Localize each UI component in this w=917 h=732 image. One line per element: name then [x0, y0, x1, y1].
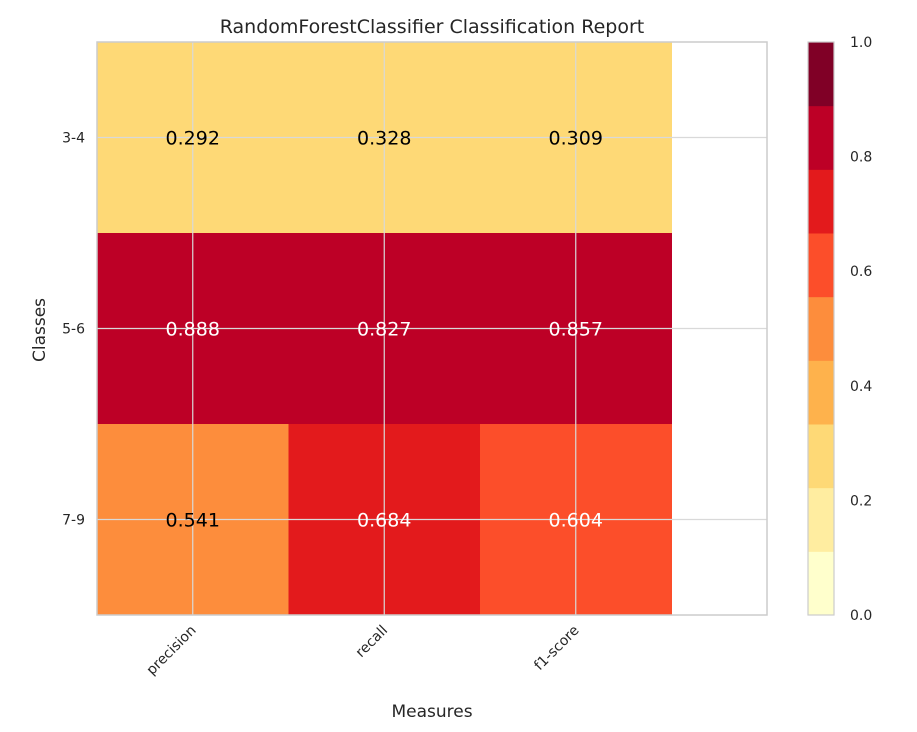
chart-title: RandomForestClassifier Classification Re…	[220, 16, 645, 38]
colorbar: 0.0 0.2 0.4 0.6 0.8 1.0	[807, 35, 872, 624]
cell-value-label: 0.541	[166, 510, 220, 532]
x-tick-label: precision	[144, 623, 200, 679]
colorbar-frame	[807, 41, 835, 616]
cell-value-label: 0.857	[549, 319, 603, 341]
colorbar-tick-label: 0.6	[850, 264, 872, 280]
colorbar-tick-label: 1.0	[850, 35, 872, 51]
colorbar-bin	[808, 424, 834, 489]
x-tick-labels: precision recall f1-score	[144, 623, 583, 679]
cell-value-label: 0.604	[549, 510, 603, 532]
cell-value-label: 0.328	[357, 128, 411, 150]
cell-value-labels: 0.292 0.328 0.309 0.888 0.827 0.857 0.541 0.684…	[166, 128, 603, 532]
grid-lines	[97, 42, 767, 615]
cell-value-label: 0.827	[357, 319, 411, 341]
cell-value-label: 0.309	[549, 128, 603, 150]
y-tick-labels: 3-4 5-6 7-9	[62, 131, 85, 529]
y-tick-label: 7-9	[62, 513, 85, 529]
cell-value-label: 0.888	[166, 319, 220, 341]
colorbar-tick-label: 0.2	[850, 493, 872, 509]
y-tick-label: 5-6	[62, 322, 85, 338]
x-tick-label: f1-score	[531, 623, 582, 674]
colorbar-bin	[808, 42, 834, 107]
colorbar-bin	[808, 296, 834, 361]
cell-value-label: 0.684	[357, 510, 411, 532]
colorbar-bin	[808, 169, 834, 234]
y-tick-label: 3-4	[62, 131, 85, 147]
colorbar-bin	[808, 233, 834, 298]
colorbar-tick-label: 0.0	[850, 608, 872, 624]
x-axis-label: Measures	[391, 702, 472, 722]
x-tick-label: recall	[353, 623, 391, 661]
colorbar-bin	[808, 551, 834, 616]
colorbar-bin	[808, 487, 834, 552]
colorbar-tick-label: 0.4	[850, 379, 872, 395]
colorbar-tick-label: 0.8	[850, 150, 872, 166]
cell-value-label: 0.292	[166, 128, 220, 150]
plot-frame	[96, 41, 768, 616]
y-axis-label: Classes	[30, 298, 50, 362]
colorbar-bin	[808, 360, 834, 425]
colorbar-bin	[808, 105, 834, 170]
